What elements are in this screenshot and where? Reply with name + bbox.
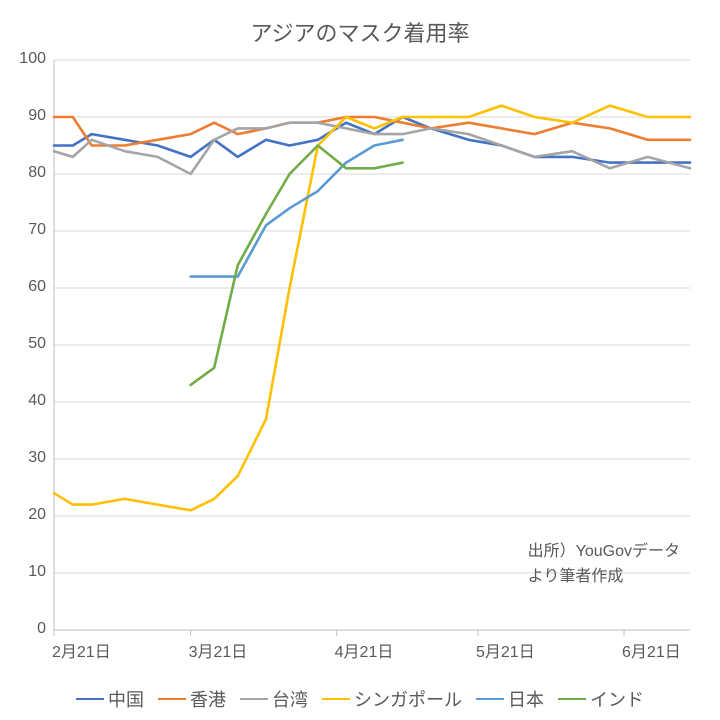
legend-label: 台湾	[272, 686, 308, 712]
x-tick-label: 2月21日	[52, 638, 111, 662]
source-note: 出所）YouGovデータ より筆者作成	[528, 539, 680, 590]
y-tick-label: 40	[28, 392, 46, 410]
legend-swatch	[240, 698, 268, 700]
y-tick-label: 100	[19, 50, 46, 68]
y-tick-label: 20	[28, 506, 46, 524]
legend-label: 香港	[190, 686, 226, 712]
x-tick-label: 3月21日	[189, 638, 248, 662]
legend-swatch	[158, 698, 186, 700]
y-tick-label: 0	[37, 620, 46, 638]
chart-root: アジアのマスク着用率 0 10 20 30 40 50 60 70 80 90 100 2月21日 3…	[0, 0, 720, 720]
x-tick-label: 5月21日	[476, 638, 535, 662]
legend-item: 日本	[476, 686, 544, 712]
legend-swatch	[558, 698, 586, 700]
legend: 中国 香港 台湾 シンガポール 日本 インド	[0, 686, 720, 712]
legend-label: 日本	[508, 686, 544, 712]
y-tick-label: 60	[28, 278, 46, 296]
legend-swatch	[76, 698, 104, 700]
legend-item: 中国	[76, 686, 144, 712]
source-note-line2: より筆者作成	[528, 564, 680, 590]
y-tick-label: 70	[28, 221, 46, 239]
series-line	[54, 106, 690, 511]
y-tick-label: 80	[28, 164, 46, 182]
x-tick-label: 4月21日	[335, 638, 394, 662]
y-tick-label: 10	[28, 563, 46, 581]
legend-item: 香港	[158, 686, 226, 712]
x-tick-label: 6月21日	[622, 638, 681, 662]
legend-label: 中国	[108, 686, 144, 712]
y-tick-label: 50	[28, 335, 46, 353]
chart-title: アジアのマスク着用率	[0, 16, 720, 48]
legend-item: シンガポール	[322, 686, 462, 712]
y-tick-label: 30	[28, 449, 46, 467]
series-line	[191, 146, 403, 385]
source-note-line1: 出所）YouGovデータ	[528, 539, 680, 565]
y-tick-label: 90	[28, 107, 46, 125]
series-line	[54, 117, 690, 146]
legend-label: インド	[590, 686, 644, 712]
legend-item: 台湾	[240, 686, 308, 712]
legend-swatch	[322, 698, 350, 700]
legend-item: インド	[558, 686, 644, 712]
legend-label: シンガポール	[354, 686, 462, 712]
legend-swatch	[476, 698, 504, 700]
